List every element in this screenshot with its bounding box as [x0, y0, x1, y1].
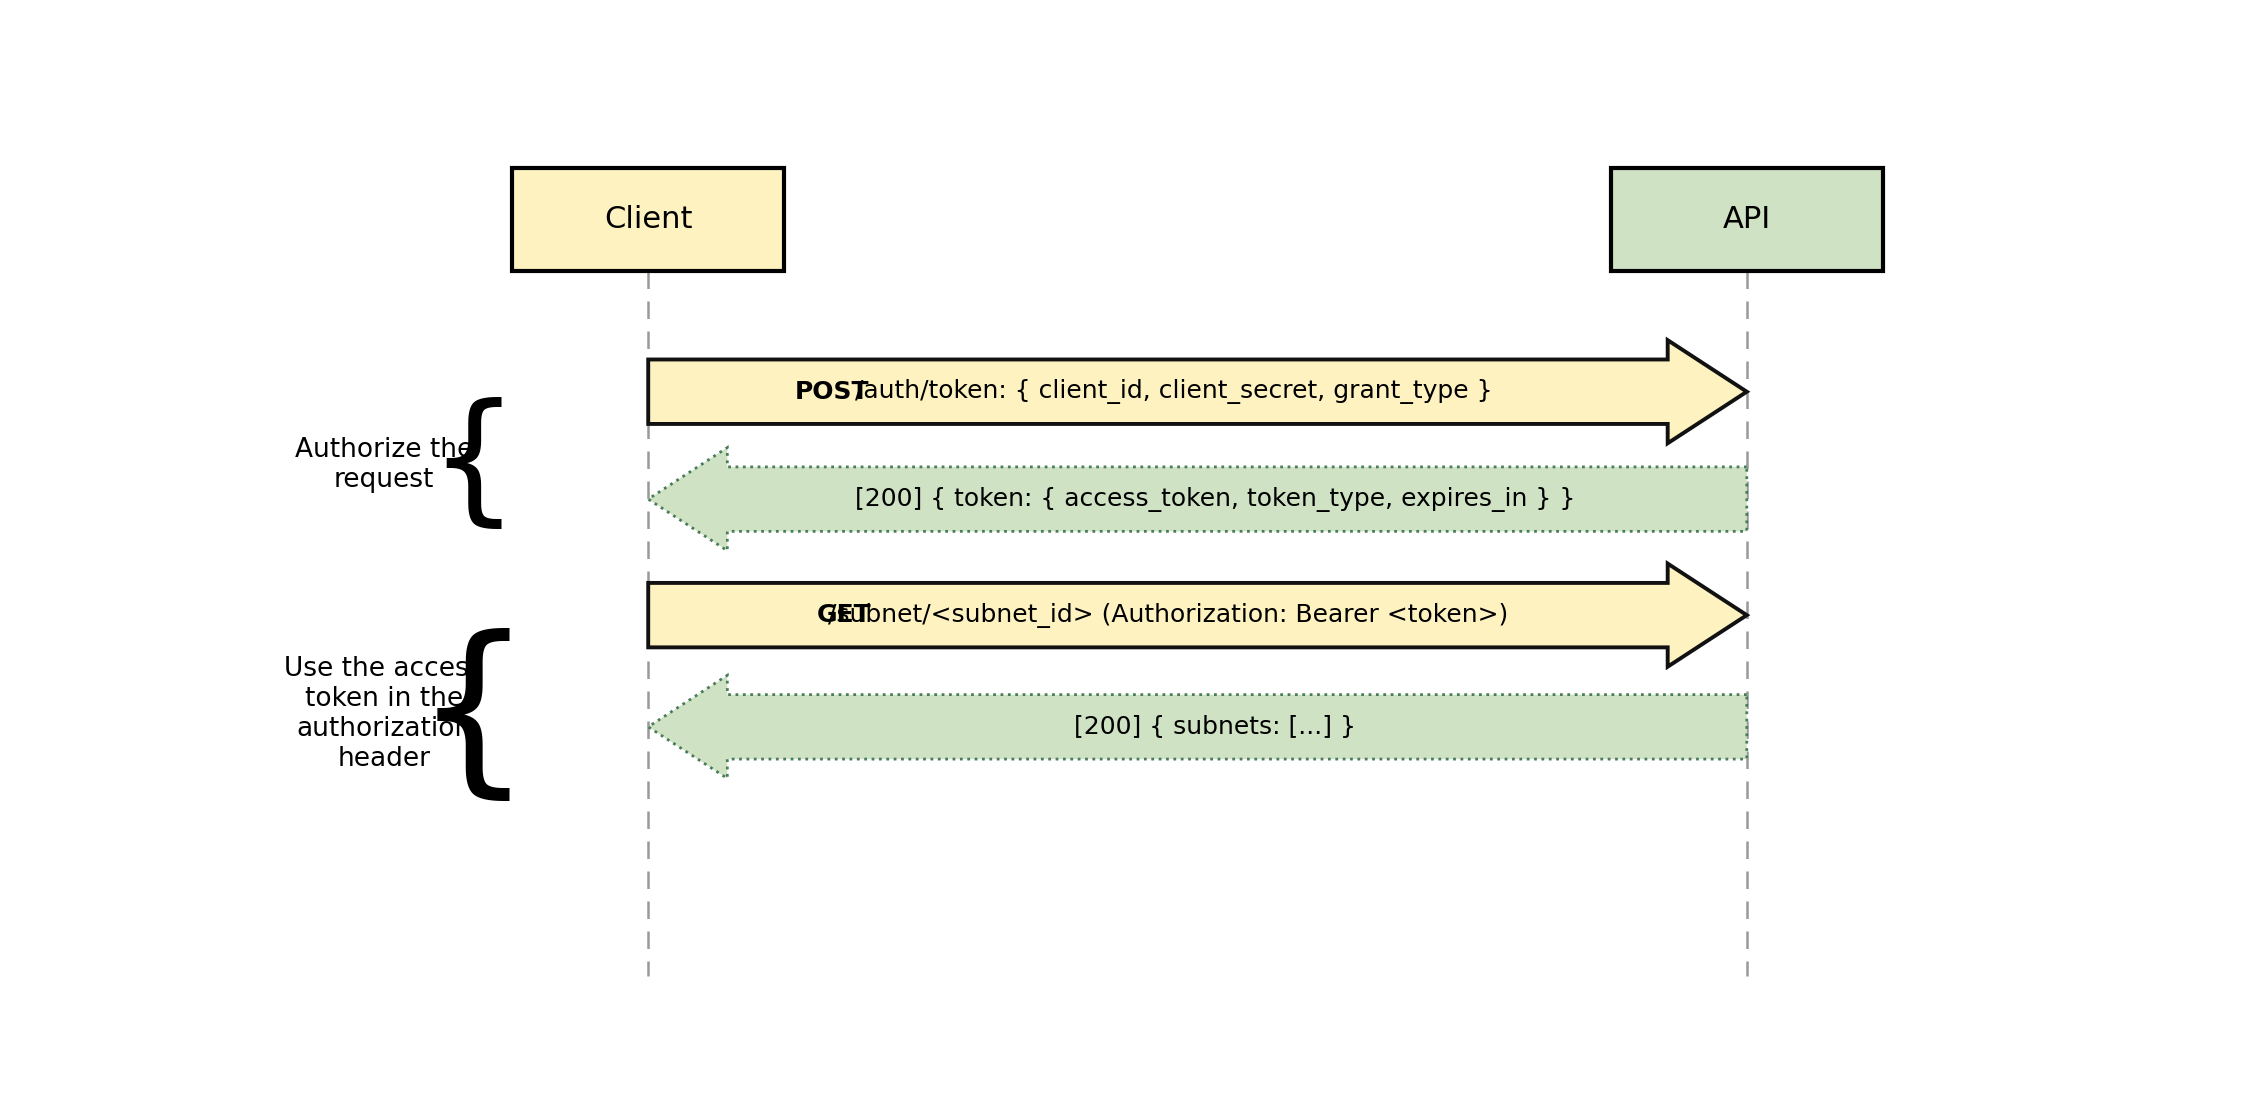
Text: /subnet/<subnet_id> (Authorization: Bearer <token>): /subnet/<subnet_id> (Authorization: Bear… [819, 603, 1508, 627]
Text: GET /subnet/<subnet_id> (Authorization: Bearer <token>): GET /subnet/<subnet_id> (Authorization: … [778, 603, 1515, 627]
FancyBboxPatch shape [513, 169, 785, 271]
Text: [200] { token: { access_token, token_type, expires_in } }: [200] { token: { access_token, token_typ… [855, 487, 1576, 511]
Text: {: { [413, 628, 533, 809]
Text: /auth/token: { client_id, client_secret, grant_type }: /auth/token: { client_id, client_secret,… [846, 379, 1492, 404]
Polygon shape [649, 675, 1746, 779]
Text: POST: POST [796, 379, 869, 404]
Polygon shape [649, 448, 1746, 550]
FancyBboxPatch shape [1610, 169, 1882, 271]
Polygon shape [649, 564, 1746, 666]
Text: GET: GET [816, 603, 871, 627]
Text: API: API [1724, 205, 1771, 234]
Polygon shape [649, 340, 1746, 443]
Text: Client: Client [603, 205, 692, 234]
Text: {: { [429, 397, 519, 537]
Text: Use the access
token in the
authorization
header: Use the access token in the authorizatio… [284, 656, 483, 772]
Text: Authorize the
request: Authorize the request [295, 436, 472, 493]
Text: [200] { subnets: [...] }: [200] { subnets: [...] } [1075, 715, 1356, 739]
Text: POST /auth/token: { client_id, client_secret, grant_type }: POST /auth/token: { client_id, client_se… [792, 379, 1501, 404]
